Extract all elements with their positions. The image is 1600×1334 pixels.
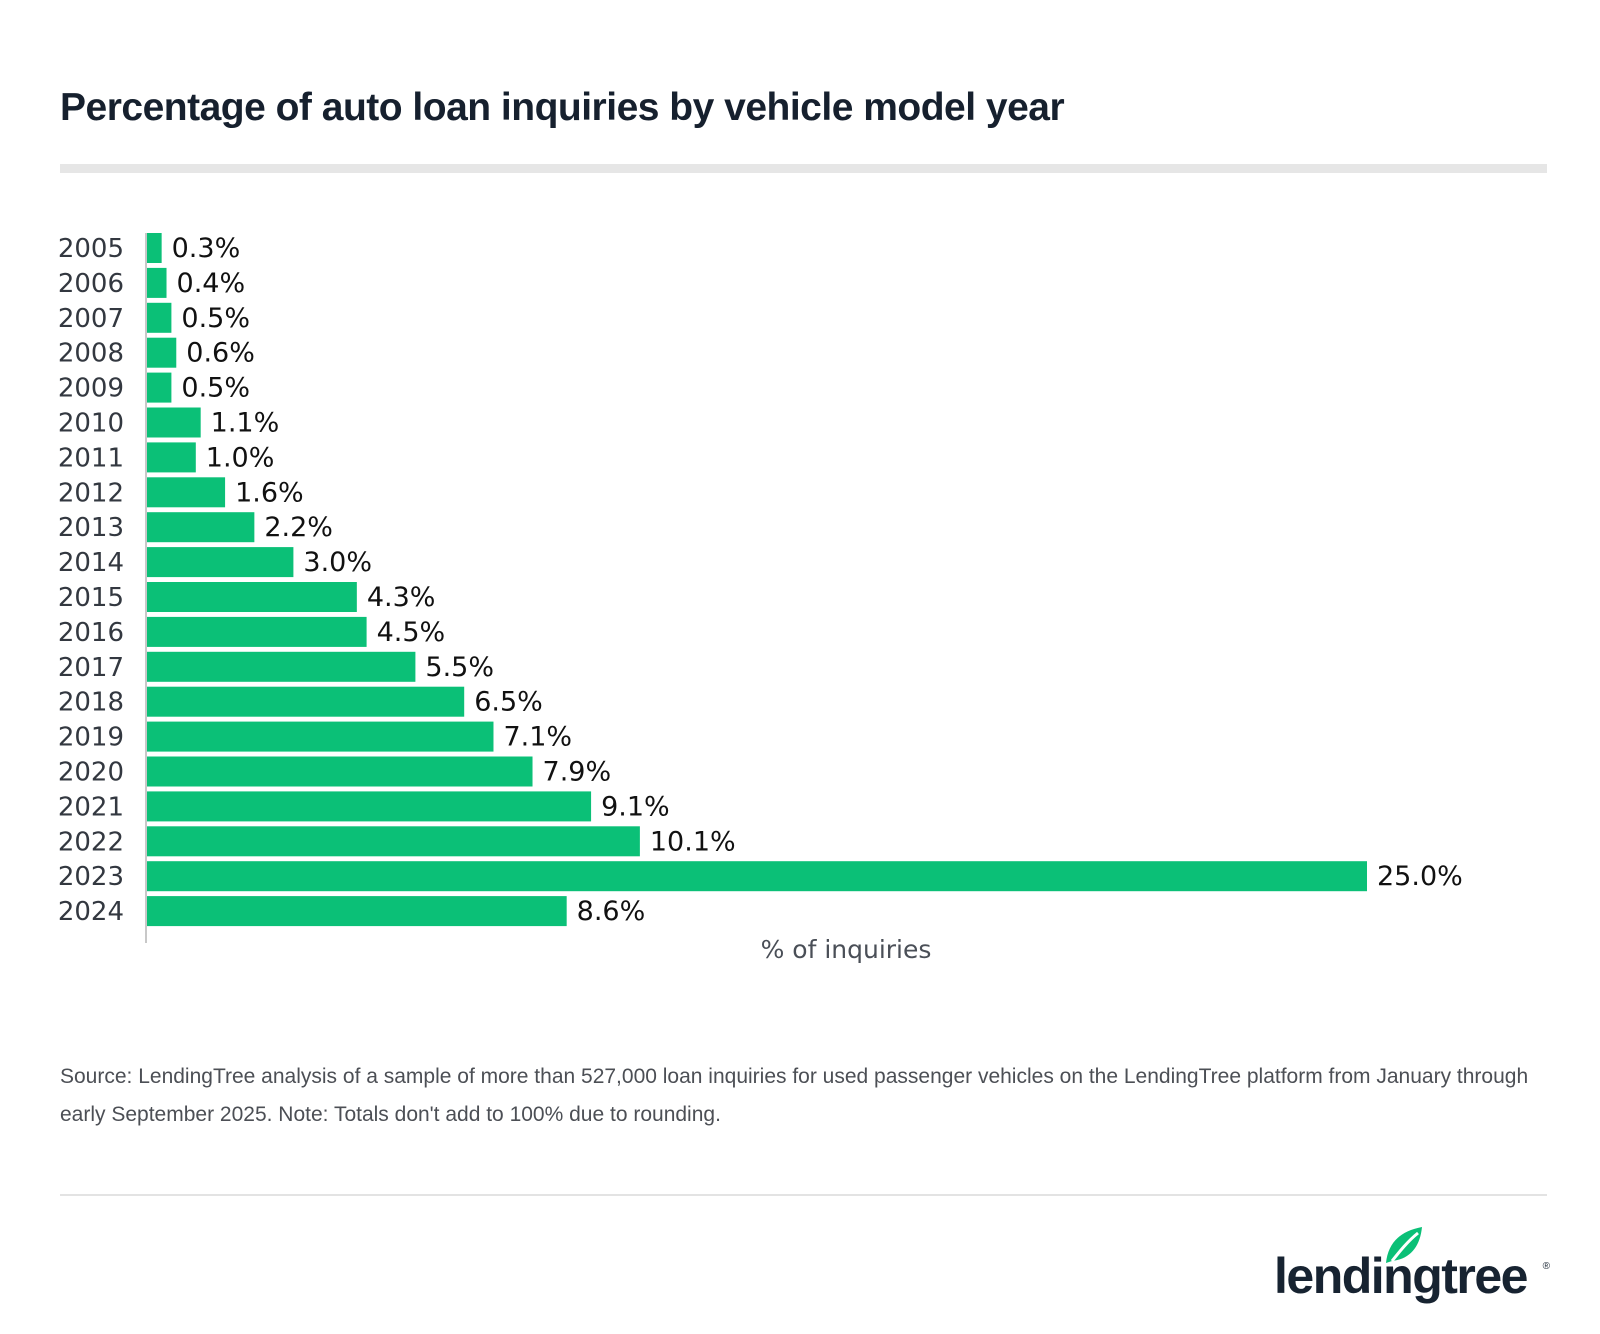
y-tick-label: 2018: [58, 688, 124, 718]
y-tick-label: 2011: [58, 443, 124, 473]
y-tick-label: 2012: [58, 478, 124, 508]
data-label: 2.2%: [264, 512, 333, 543]
data-label: 5.5%: [425, 652, 494, 683]
bar: [147, 791, 592, 822]
data-label: 7.9%: [543, 757, 612, 788]
data-label: 7.1%: [503, 722, 572, 753]
data-label: 0.5%: [181, 373, 250, 404]
bar: [147, 267, 167, 298]
bar: [147, 861, 1367, 892]
bar: [147, 407, 201, 438]
data-label: 9.1%: [601, 791, 670, 822]
data-label: 25.0%: [1377, 861, 1463, 892]
data-label: 8.6%: [577, 896, 646, 927]
y-tick-label: 2020: [58, 758, 124, 788]
data-label: 0.3%: [172, 233, 241, 264]
data-label: 6.5%: [474, 687, 543, 718]
bar: [147, 477, 226, 508]
bar: [147, 512, 255, 543]
title-divider: [60, 164, 1547, 173]
y-tick-label: 2022: [58, 827, 124, 857]
data-label: 3.0%: [303, 547, 372, 578]
y-tick-label: 2021: [58, 792, 124, 822]
bar: [147, 826, 640, 857]
bar: [147, 686, 465, 717]
bar: [147, 337, 177, 368]
bar: [147, 582, 357, 612]
data-label: 0.4%: [177, 268, 246, 299]
bar: [147, 233, 162, 263]
y-tick-label: 2017: [58, 653, 124, 683]
bar: [147, 721, 494, 752]
bar: [147, 302, 172, 333]
y-tick-label: 2013: [58, 513, 124, 543]
bars-layer: 2005 0.3% 2006 0.4% 2007 0.5% 2008 0.6% 2009 0.5%…: [58, 233, 1463, 927]
data-label: 0.5%: [181, 303, 250, 334]
y-tick-label: 2009: [58, 374, 124, 404]
logo-wordmark: lendingtree: [1274, 1248, 1528, 1304]
y-tick-label: 2007: [58, 304, 124, 334]
source-note: Source: LendingTree analysis of a sample…: [60, 1065, 1529, 1126]
y-tick-label: 2024: [58, 897, 124, 927]
data-label: 1.1%: [211, 408, 280, 439]
lendingtree-logo: lendingtree ®: [1274, 1225, 1550, 1315]
bar: [147, 547, 294, 578]
y-tick-label: 2006: [58, 269, 124, 299]
y-tick-label: 2016: [58, 618, 124, 648]
y-tick-label: 2005: [58, 234, 124, 264]
data-label: 0.6%: [186, 338, 255, 369]
y-tick-label: 2010: [58, 409, 124, 439]
bar-chart: 2005 0.3% 2006 0.4% 2007 0.5% 2008 0.6% 2009 0.5%…: [58, 233, 1463, 964]
bar: [147, 442, 196, 473]
registered-mark: ®: [1542, 1261, 1550, 1272]
chart-title: Percentage of auto loan inquiries by veh…: [60, 86, 1065, 129]
data-label: 10.1%: [650, 826, 736, 857]
y-tick-label: 2015: [58, 583, 124, 613]
y-tick-label: 2008: [58, 339, 124, 369]
y-tick-label: 2014: [58, 548, 124, 578]
y-tick-label: 2019: [58, 723, 124, 753]
data-label: 4.3%: [367, 582, 436, 613]
x-axis-title: % of inquiries: [761, 935, 932, 964]
bar: [147, 651, 416, 682]
data-label: 1.0%: [206, 442, 275, 473]
leaf-icon: [1386, 1227, 1422, 1263]
bar: [147, 372, 172, 403]
data-label: 4.5%: [377, 617, 446, 648]
bar: [147, 616, 367, 647]
footer-divider: [60, 1194, 1547, 1196]
y-tick-label: 2023: [58, 862, 124, 892]
data-label: 1.6%: [235, 477, 304, 508]
bar: [147, 896, 567, 927]
bar: [147, 756, 533, 787]
